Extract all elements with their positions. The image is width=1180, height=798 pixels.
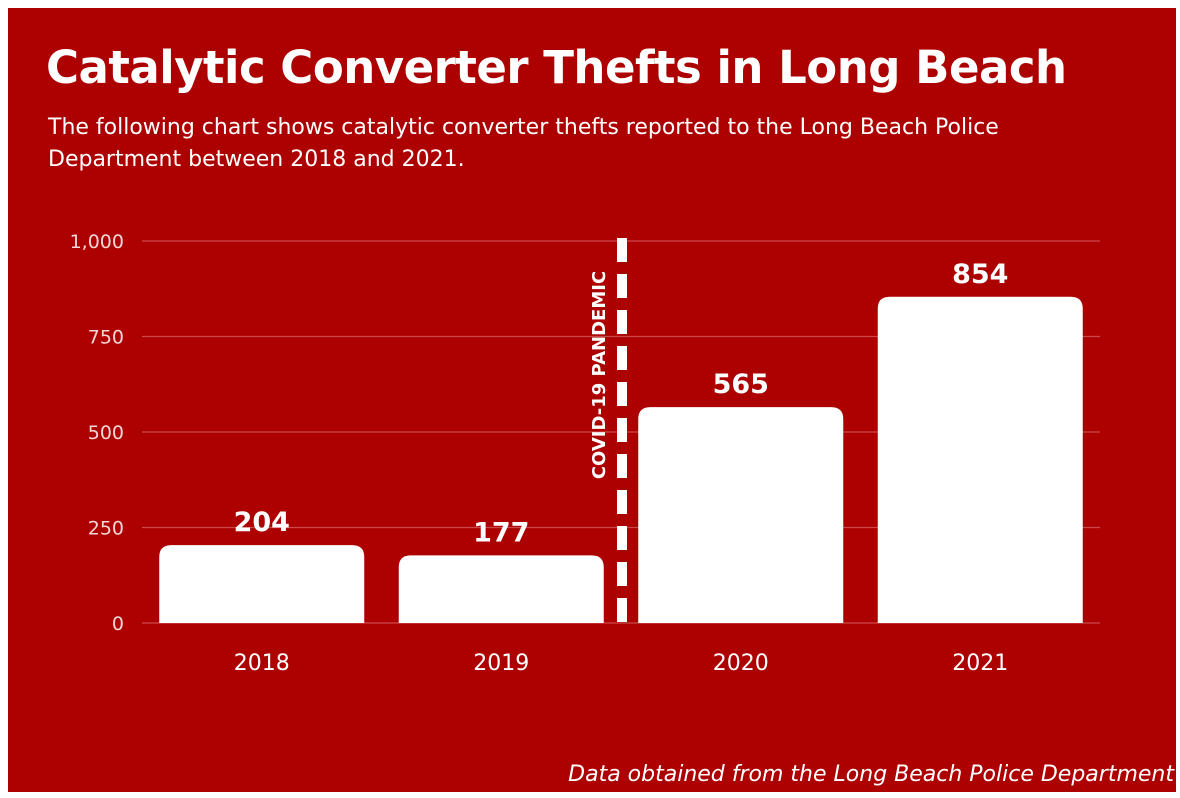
- y-tick-label: 1,000: [70, 231, 124, 253]
- bar-2021: [877, 296, 1083, 623]
- data-label-2018: 204: [234, 507, 290, 538]
- x-tick-label-2020: 2020: [713, 651, 769, 676]
- bar-2018: [159, 545, 365, 623]
- bar-2019: [398, 555, 604, 623]
- y-tick-label: 500: [88, 422, 124, 444]
- x-tick-label-2018: 2018: [234, 651, 290, 676]
- pandemic-annotation-label: COVID-19 PANDEMIC: [589, 271, 610, 479]
- chart-subtitle: The following chart shows catalytic conv…: [48, 115, 999, 172]
- y-tick-label: 750: [88, 327, 124, 349]
- x-tick-label-2021: 2021: [952, 651, 1008, 676]
- bar-2020: [638, 407, 844, 623]
- data-label-2019: 177: [473, 517, 529, 548]
- chart-title: Catalytic Converter Thefts in Long Beach: [46, 41, 1067, 94]
- data-label-2020: 565: [713, 369, 769, 400]
- y-tick-label: 250: [88, 518, 124, 540]
- x-tick-label-2019: 2019: [473, 651, 529, 676]
- source-note: Data obtained from the Long Beach Police…: [568, 762, 1174, 787]
- y-tick-label: 0: [112, 613, 124, 635]
- data-label-2021: 854: [952, 259, 1008, 290]
